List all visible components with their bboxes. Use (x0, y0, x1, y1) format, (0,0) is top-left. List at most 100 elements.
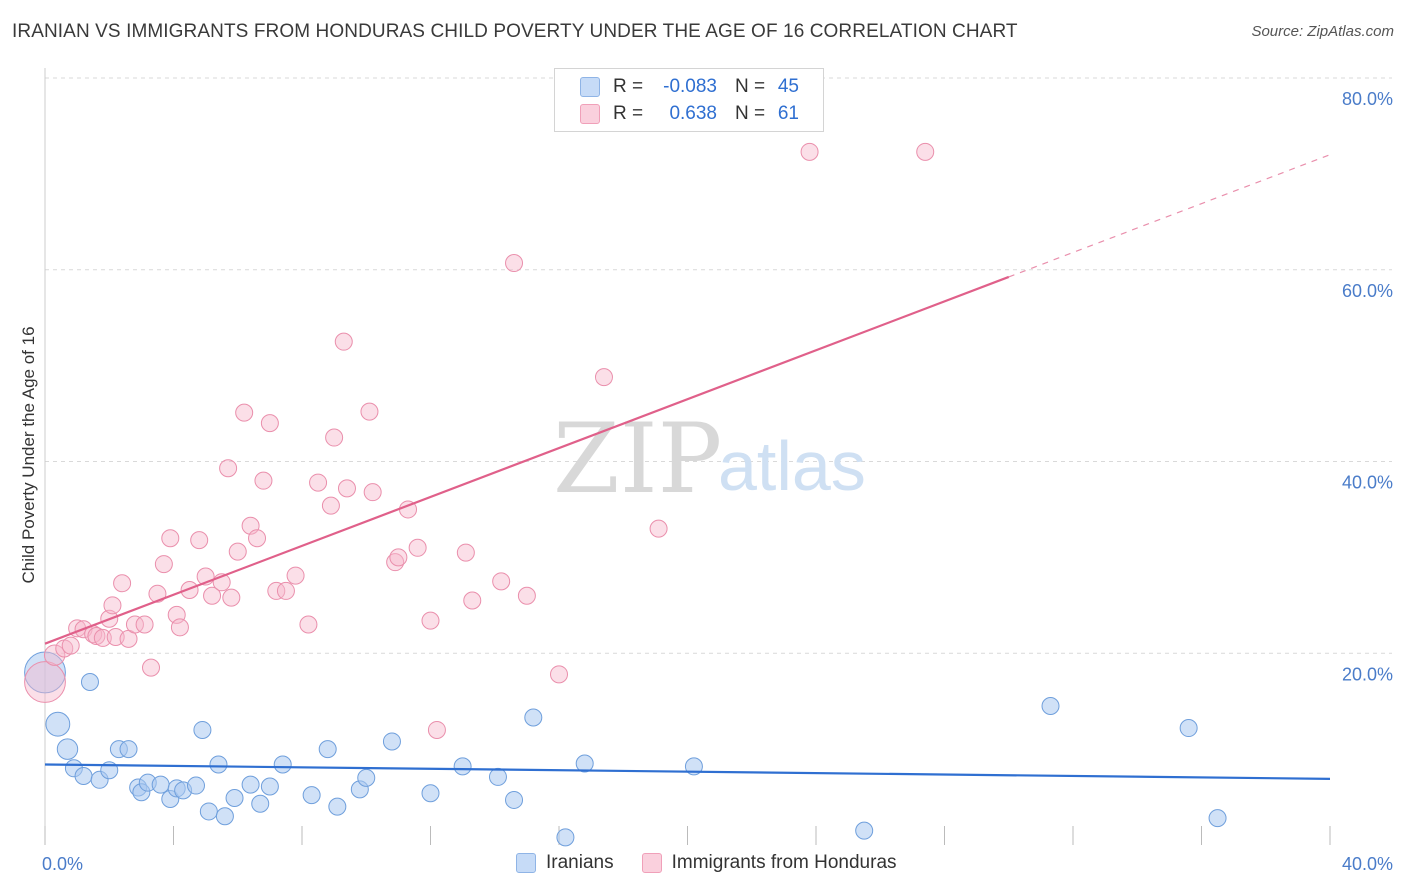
honduras-point (203, 586, 222, 605)
stats-swatch-iranians (580, 77, 600, 97)
honduras-point (456, 543, 475, 562)
iranians-point (225, 789, 244, 808)
honduras-point (505, 254, 524, 273)
honduras-point (649, 519, 668, 538)
honduras-point (24, 661, 66, 703)
honduras-point (125, 615, 144, 634)
iranians-point (199, 802, 218, 821)
honduras-point (161, 529, 180, 548)
honduras-point (550, 665, 568, 684)
honduras-point (286, 566, 305, 585)
honduras-point (260, 414, 279, 433)
honduras-point (492, 572, 511, 591)
iranians-point (193, 720, 212, 739)
iranians-point (251, 794, 270, 813)
honduras-point (321, 496, 340, 515)
iranians-point (453, 757, 472, 776)
honduras-point (43, 644, 66, 666)
iranians-point (273, 755, 292, 774)
iranians-point (556, 828, 575, 847)
honduras-point (463, 591, 482, 610)
x-tick-label: 0.0% (42, 854, 83, 874)
points-layer (24, 142, 1227, 847)
stats-r-label: R = (613, 103, 644, 124)
chart-title: IRANIAN VS IMMIGRANTS FROM HONDURAS CHIL… (12, 21, 1018, 42)
honduras-point (154, 555, 173, 574)
iranians-point (74, 766, 93, 785)
honduras-point (325, 428, 344, 447)
y-tick-label: 40.0% (1342, 473, 1393, 493)
iranians-point (302, 786, 321, 805)
y-tick-label: 60.0% (1342, 281, 1393, 301)
stats-n-label: N = (735, 103, 766, 124)
iranians-point (328, 797, 347, 816)
stats-r-label: R = (613, 76, 644, 97)
honduras-point (142, 658, 161, 677)
stats-n-value: 61 (777, 103, 799, 124)
honduras-point (93, 628, 112, 647)
honduras-point (421, 611, 440, 630)
stats-row-iranians: R = -0.083 N = 45 (555, 73, 823, 101)
iranians-trend-line (44, 763, 1331, 780)
iranians-point (1208, 809, 1227, 828)
iranians-point (318, 740, 337, 759)
honduras-point (61, 636, 80, 655)
legend-label-iranians: Iranians (546, 852, 614, 873)
legend-swatch-honduras (641, 853, 662, 873)
honduras-point (219, 459, 238, 478)
honduras-point (309, 473, 328, 492)
honduras-point (190, 531, 209, 550)
honduras-point (800, 142, 819, 161)
iranians-point (488, 767, 507, 786)
iranians-point (382, 732, 401, 751)
legend-label-honduras: Immigrants from Honduras (671, 852, 897, 873)
honduras-point (276, 581, 295, 600)
honduras-point (254, 471, 273, 490)
iranians-point (209, 755, 228, 774)
y-tick-label: 20.0% (1342, 664, 1393, 684)
chart-source: Source: ZipAtlas.com (1251, 23, 1394, 40)
iranians-point (241, 775, 260, 794)
honduras-point (228, 542, 247, 561)
iranians-point (505, 790, 524, 809)
honduras-point (180, 580, 199, 599)
stats-n-value: 45 (777, 76, 799, 97)
honduras-point (360, 402, 379, 421)
honduras-point (916, 142, 935, 161)
honduras-point (299, 615, 318, 634)
honduras-point (386, 553, 405, 572)
honduras-point (103, 596, 122, 615)
iranians-point (421, 784, 440, 803)
iranians-point (855, 821, 874, 840)
iranians-point (260, 777, 279, 796)
honduras-point (170, 618, 189, 637)
honduras-point (248, 529, 267, 548)
legend: Iranians Immigrants from Honduras (516, 852, 925, 874)
iranians-point (1041, 696, 1060, 715)
honduras-point (363, 483, 382, 502)
trend-layer (44, 154, 1331, 780)
iranians-point (186, 776, 205, 795)
honduras-trend-line (44, 275, 1010, 645)
stats-r-value: 0.638 (669, 103, 717, 124)
honduras-point (334, 332, 353, 351)
honduras-point (408, 538, 427, 557)
stats-r-value: -0.083 (663, 76, 717, 97)
honduras-point (135, 615, 154, 634)
iranians-point (119, 740, 138, 759)
stats-box: R = -0.083 N = 45 R = 0.638 N = 61 (554, 68, 824, 132)
watermark-atlas: atlas (718, 427, 866, 505)
legend-item-iranians[interactable]: Iranians (516, 852, 614, 874)
iranians-point (1179, 719, 1198, 738)
stats-swatch-honduras (580, 104, 600, 124)
grid-layer (45, 77, 1392, 654)
honduras-point (594, 368, 613, 387)
axis-layer (44, 68, 1331, 845)
honduras-point (222, 588, 241, 607)
legend-item-honduras[interactable]: Immigrants from Honduras (641, 852, 897, 874)
honduras-point (517, 586, 536, 605)
honduras-point (337, 479, 356, 498)
stats-row-honduras: R = 0.638 N = 61 (555, 100, 823, 128)
iranians-point (357, 768, 376, 787)
